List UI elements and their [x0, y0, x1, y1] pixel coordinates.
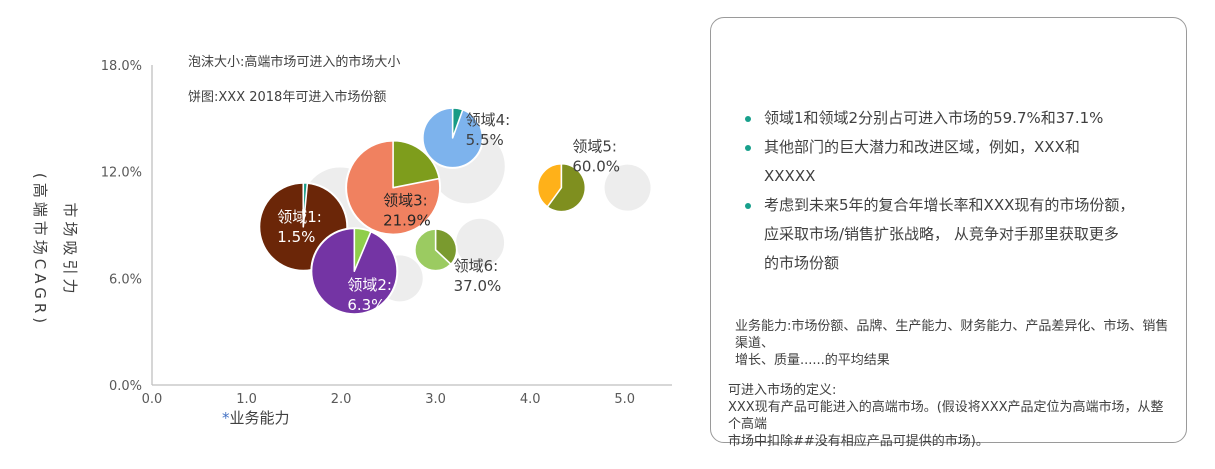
footnote-accessible-market: 可进入市场的定义: XXX现有产品可能进入的高端市场。(假设将XXX产品定位为高…	[728, 383, 1164, 449]
pie-label-name: 领域1:	[277, 208, 322, 226]
pie-share-slice	[302, 181, 309, 228]
y-axis-title: 市场吸引力 (高端市场CAGR)	[31, 172, 79, 328]
bullet-dot-icon	[745, 203, 751, 209]
x-axis-title: *业务能力	[222, 407, 290, 428]
pie-label-share: 6.3%	[347, 296, 385, 314]
y-tick-label: 0.0%	[109, 379, 142, 394]
bubble-size-annotation: 泡沫大小:高端市场可进入的市场大小	[188, 55, 401, 70]
x-tick-label: 4.0	[520, 392, 541, 407]
x-axis-title-text: 业务能力	[229, 409, 290, 427]
bullet-dot-icon	[745, 116, 751, 122]
x-tick-label: 1.0	[236, 392, 257, 407]
y-tick-label: 6.0%	[109, 272, 142, 287]
bubble-pie-chart: 0.0% 6.0% 12.0% 18.0% 0.0 1.0 2.0 3.0 4.0 5.0 领域1:…	[31, 55, 672, 428]
bullet-item: 其他部门的巨大潜力和改进区域，例如，XXX和 XXXXX	[745, 133, 1186, 191]
bullet-text: 考虑到未来5年的复合年增长率和XXX现有的市场份额， 应采取市场/销售扩张战略，…	[764, 196, 1135, 272]
pie-label-name: 领域4:	[466, 111, 511, 129]
pie-share-slice	[451, 107, 464, 139]
pie-label-share: 37.0%	[454, 277, 502, 295]
y-tick-label: 18.0%	[101, 59, 142, 74]
x-tick-label: 2.0	[331, 392, 352, 407]
pie-share-slice	[353, 227, 372, 273]
bullet-item: 领域1和领域2分别占可进入市场的59.7%和37.1%	[745, 104, 1186, 133]
pie-share-slice	[392, 139, 441, 189]
bullet-text: 领域1和领域2分别占可进入市场的59.7%和37.1%	[764, 109, 1104, 127]
bullet-text: 其他部门的巨大潜力和改进区域，例如，XXX和 XXXXX	[764, 138, 1080, 185]
pie-annotation: 饼图:XXX 2018年可进入市场份额	[188, 90, 387, 105]
pie-label-name: 领域5:	[572, 138, 617, 156]
pie-share-slice	[434, 228, 458, 266]
pie-label-share: 5.5%	[466, 131, 504, 149]
market-size-bubble	[456, 218, 505, 267]
footnote-asterisk: *	[222, 409, 230, 427]
pie-label-share: 1.5%	[277, 228, 315, 246]
chart-canvas: 0.0% 6.0% 12.0% 18.0% 0.0 1.0 2.0 3.0 4.0 5.0 领域1:…	[101, 59, 672, 407]
x-tick-label: 3.0	[425, 392, 446, 407]
pie-label-name: 领域3:	[383, 192, 428, 210]
pie-label-share: 60.0%	[572, 158, 620, 176]
insight-panel: 领域1和领域2分别占可进入市场的59.7%和37.1% 其他部门的巨大潜力和改进…	[710, 17, 1187, 449]
bullet-item: 考虑到未来5年的复合年增长率和XXX现有的市场份额， 应采取市场/销售扩张战略，…	[745, 191, 1186, 278]
x-tick-label: 0.0	[142, 392, 163, 407]
x-tick-label: 5.0	[614, 392, 635, 407]
pie-label-name: 领域6:	[454, 257, 499, 275]
pie-share-slice	[546, 162, 587, 213]
footnote-business-capability: 业务能力:市场份额、品牌、生产能力、财务能力、产品差异化、市场、销售渠道、 增长…	[735, 319, 1169, 368]
bullet-dot-icon	[745, 145, 751, 151]
y-tick-label: 12.0%	[101, 166, 142, 181]
bullet-list: 领域1和领域2分别占可进入市场的59.7%和37.1% 其他部门的巨大潜力和改进…	[711, 104, 1186, 278]
pie-label-share: 21.9%	[383, 212, 431, 230]
market-size-bubble	[604, 164, 651, 211]
pie-label-name: 领域2:	[347, 276, 392, 294]
